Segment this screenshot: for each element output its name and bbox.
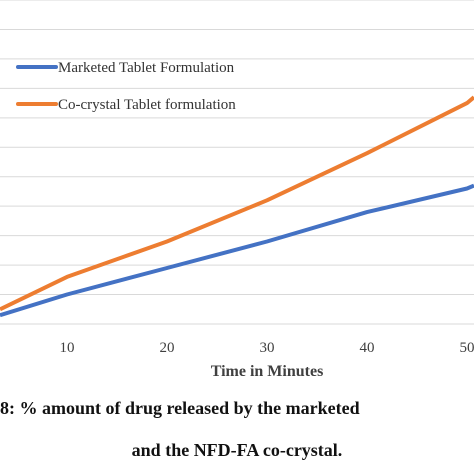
x-tick-label: 10: [60, 340, 75, 356]
figure-caption-line-2: and the NFD-FA co-crystal.: [131, 440, 343, 460]
legend: Marketed Tablet Formulation Co-crystal T…: [16, 60, 236, 113]
x-tick-labels: 10 20 30 40 50: [60, 340, 474, 356]
x-axis-title: Time in Minutes: [211, 363, 324, 380]
series-lines: [0, 95, 474, 318]
series-line-1: [0, 95, 474, 312]
series-line-0: [0, 183, 474, 318]
legend-label-cocrystal: Co-crystal Tablet formulation: [58, 97, 236, 113]
x-tick-label: 40: [360, 340, 375, 356]
x-tick-label: 30: [260, 340, 275, 356]
x-tick-label: 20: [160, 340, 175, 356]
x-tick-label: 50: [460, 340, 474, 356]
legend-label-marketed: Marketed Tablet Formulation: [58, 60, 235, 76]
figure-caption-line-1: 8: % amount of drug released by the mark…: [0, 398, 360, 418]
gridlines: [0, 0, 474, 296]
